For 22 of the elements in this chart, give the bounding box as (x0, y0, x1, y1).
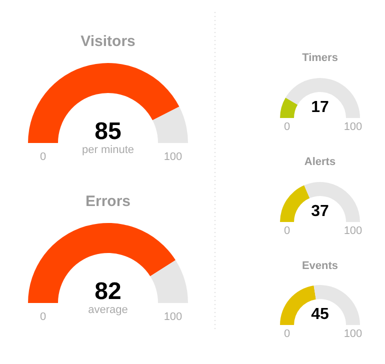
text: 100 (164, 151, 182, 163)
chart-title: Events (302, 260, 338, 272)
text: 100 (344, 121, 362, 133)
text: 85 (94, 118, 122, 145)
chart-title: Visitors (80, 33, 136, 50)
text: 100 (344, 328, 362, 340)
text: 100 (344, 225, 362, 237)
text: 0 (284, 328, 290, 340)
chart-title: Timers (302, 52, 338, 64)
text: 45 (311, 306, 329, 323)
text: per minute (82, 144, 134, 156)
text: 100 (164, 311, 182, 323)
text: 0 (40, 311, 46, 323)
text: 0 (284, 121, 290, 133)
text: average (88, 304, 128, 316)
text: 37 (311, 203, 329, 220)
text: 0 (40, 151, 46, 163)
text: 82 (94, 278, 122, 305)
chart-title: Errors (85, 193, 131, 210)
text: 0 (284, 225, 290, 237)
chart-title: Alerts (304, 156, 336, 168)
text: 17 (311, 99, 329, 116)
